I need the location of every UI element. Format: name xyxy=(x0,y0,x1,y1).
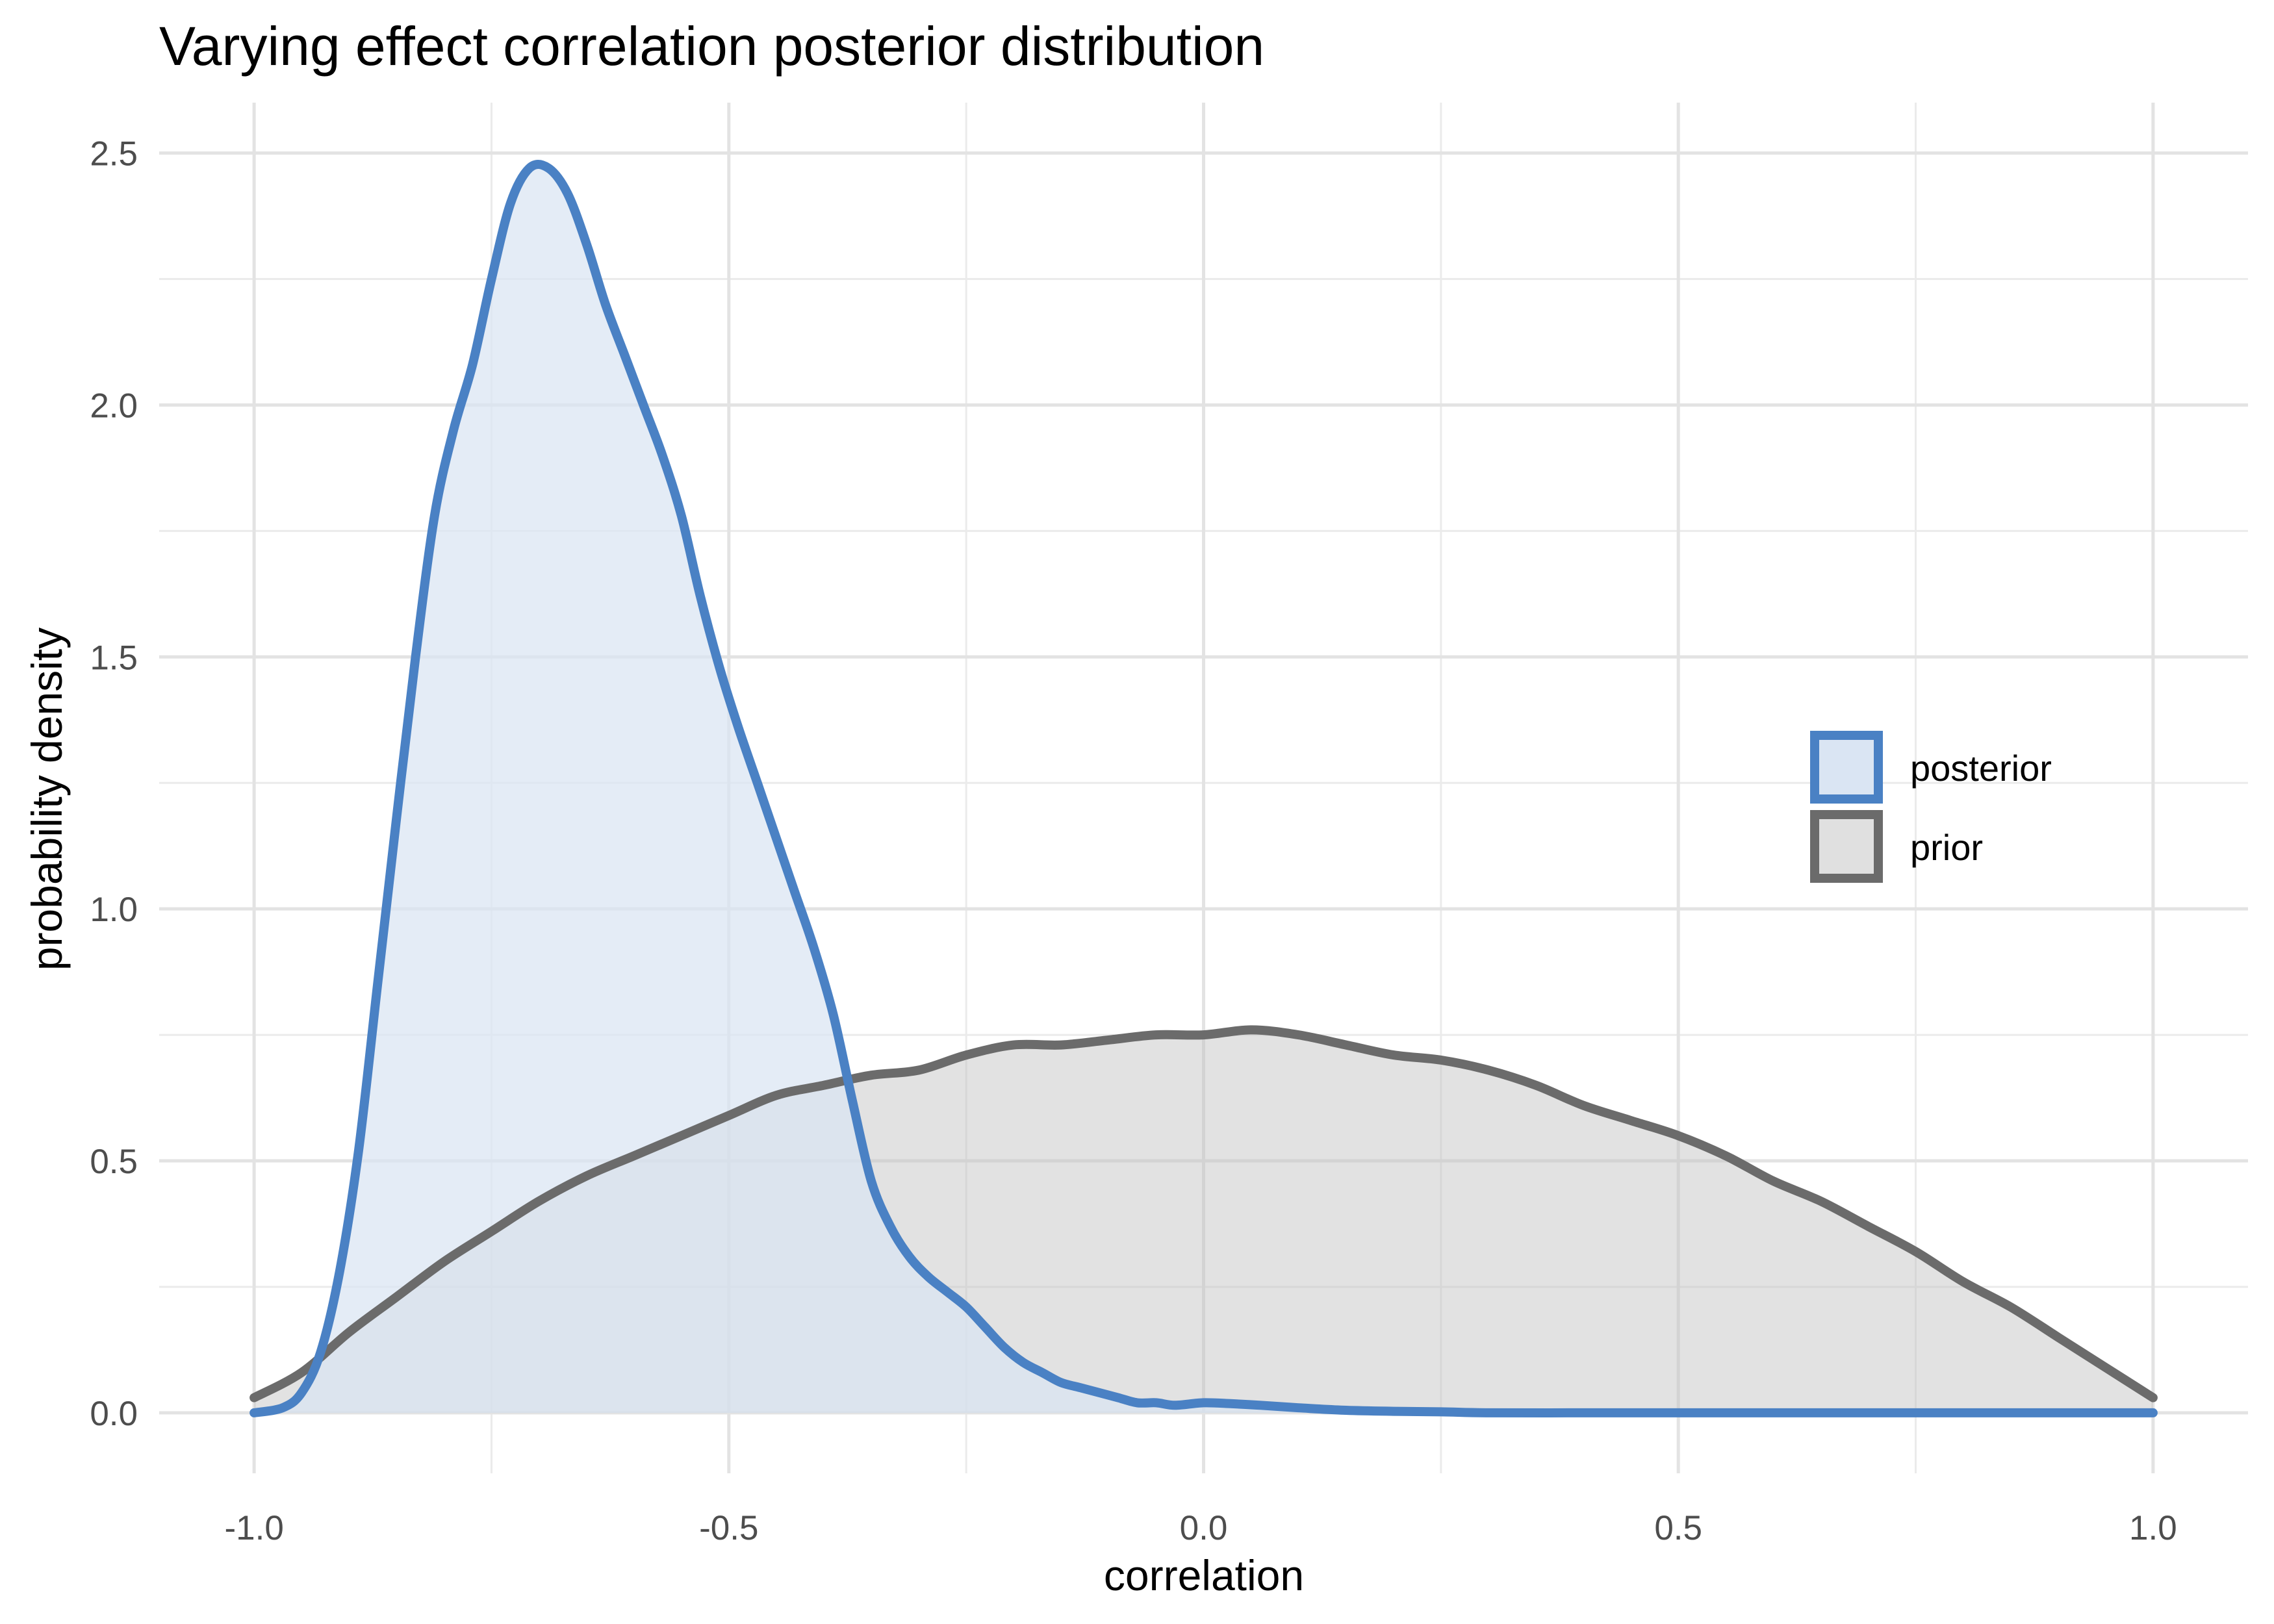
chart-title: Varying effect correlation posterior dis… xyxy=(159,16,1264,77)
y-tick-label: 2.0 xyxy=(90,387,138,425)
x-tick-label: -1.0 xyxy=(224,1509,283,1547)
legend: posterior prior xyxy=(1810,731,2052,883)
density-lines xyxy=(249,160,2158,1418)
y-tick-label: 0.0 xyxy=(90,1395,138,1433)
x-tick-label: 1.0 xyxy=(2129,1509,2177,1547)
area-posterior xyxy=(254,164,2153,1414)
legend-label-posterior: posterior xyxy=(1910,748,2052,789)
y-tick-label: 2.5 xyxy=(90,135,138,173)
tick-labels: -1.0 -0.5 0.0 0.5 1.0 0.0 0.5 1.0 1.5 2.0 2.5 xyxy=(90,135,2177,1547)
x-tick-label: -0.5 xyxy=(699,1509,758,1547)
x-axis-title: correlation xyxy=(1104,1551,1304,1599)
legend-key-prior xyxy=(1810,810,1883,883)
line-posterior xyxy=(249,160,2158,1418)
density-areas xyxy=(254,164,2153,1414)
line-prior xyxy=(249,1025,2158,1402)
legend-label-prior: prior xyxy=(1910,827,1983,868)
y-tick-label: 1.0 xyxy=(90,891,138,929)
y-tick-label: 0.5 xyxy=(90,1143,138,1181)
x-tick-label: 0.0 xyxy=(1180,1509,1228,1547)
legend-key-posterior xyxy=(1810,731,1883,804)
x-tick-label: 0.5 xyxy=(1654,1509,1702,1547)
y-tick-label: 1.5 xyxy=(90,639,138,677)
y-axis-title: probability density xyxy=(23,628,71,971)
